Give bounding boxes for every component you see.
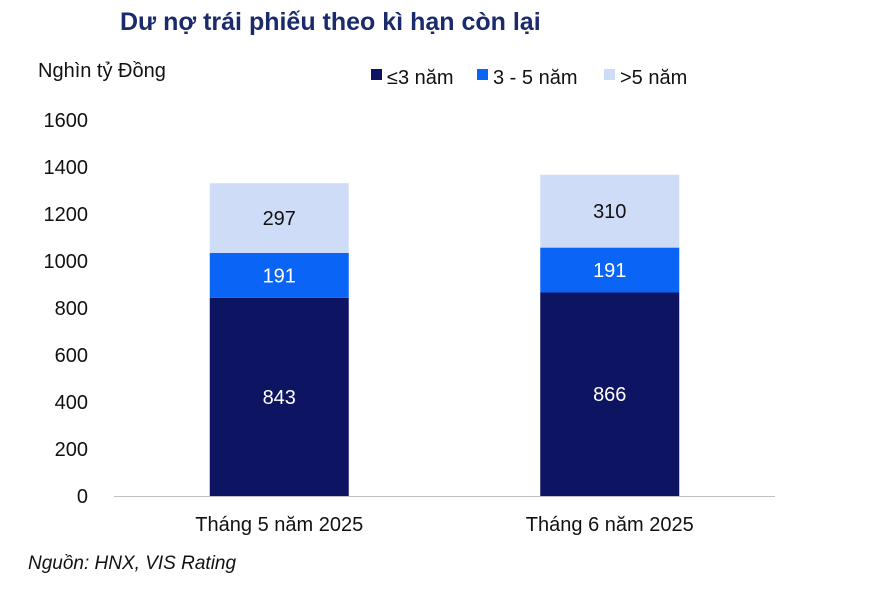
bar-segment [540, 247, 680, 293]
data-label: 191 [263, 265, 296, 287]
source-note: Nguồn: HNX, VIS Rating [28, 553, 237, 574]
bar-segment [540, 292, 680, 496]
x-category-label: Tháng 5 năm 2025 [195, 514, 363, 536]
data-label: 297 [263, 208, 296, 230]
y-tick-label: 1600 [44, 110, 89, 132]
bar-segment [209, 253, 349, 298]
bar-segment [209, 297, 349, 496]
data-label: 866 [593, 384, 626, 406]
y-tick-label: 1200 [44, 204, 89, 226]
chart-title: Dư nợ trái phiếu theo kì hạn còn lại [120, 8, 541, 36]
y-tick-label: 1000 [44, 251, 89, 273]
y-tick-label: 400 [55, 392, 88, 414]
legend-swatch [371, 69, 382, 80]
data-label: 310 [593, 201, 626, 223]
legend-swatch [477, 69, 488, 80]
data-label: 191 [593, 260, 626, 282]
x-category-label: Tháng 6 năm 2025 [526, 514, 694, 536]
y-tick-label: 1400 [44, 157, 89, 179]
y-tick-label: 600 [55, 345, 88, 367]
y-tick-label: 0 [77, 486, 88, 508]
bar-segment [209, 183, 349, 254]
legend-label: ≤3 năm [387, 67, 454, 89]
y-axis-unit-label: Nghìn tỷ Đồng [38, 60, 166, 82]
y-tick-label: 800 [55, 298, 88, 320]
y-tick-label: 200 [55, 439, 88, 461]
bar-segment [540, 174, 680, 248]
data-label: 843 [263, 387, 296, 409]
legend-label: >5 năm [620, 67, 687, 89]
legend-label: 3 - 5 năm [493, 67, 577, 89]
legend-swatch [604, 69, 615, 80]
